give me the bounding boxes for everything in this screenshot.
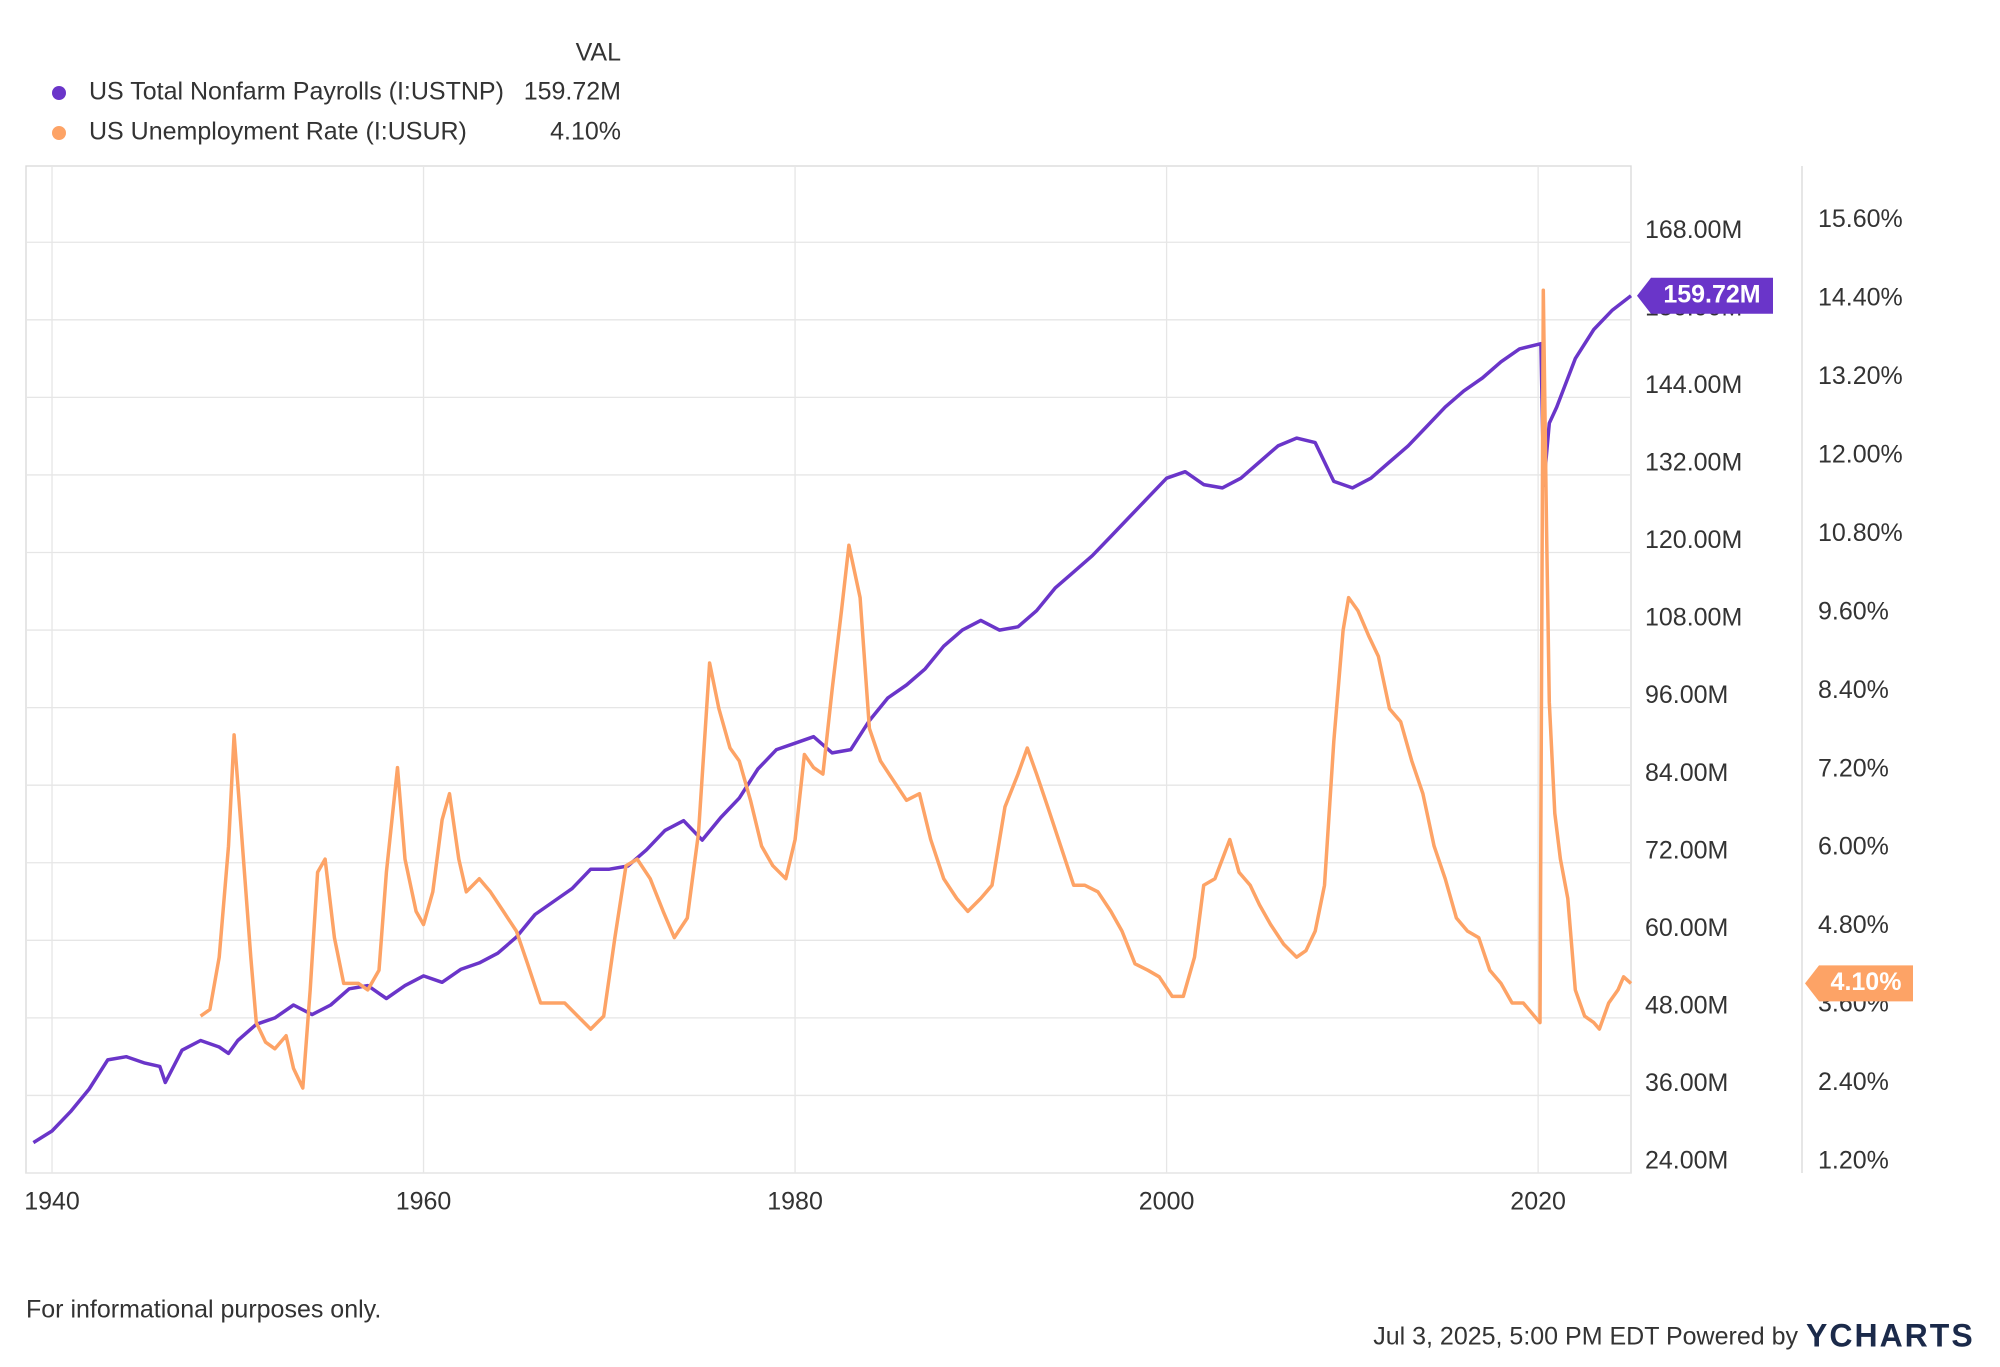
value-tag xyxy=(1805,965,1913,1002)
y-tick-label: 132.00M xyxy=(1645,449,1742,477)
y-tick-label: 72.00M xyxy=(1645,836,1728,864)
y-tick-label: 36.00M xyxy=(1645,1069,1728,1097)
y2-tick-label: 9.60% xyxy=(1818,597,1889,625)
y-tick-label: 120.00M xyxy=(1645,526,1742,554)
timestamp: Jul 3, 2025, 5:00 PM EDT Powered by xyxy=(1373,1323,1798,1351)
value-tag-label: 4.10% xyxy=(1831,968,1902,996)
y2-tick-label: 1.20% xyxy=(1818,1147,1889,1175)
x-tick-label: 1940 xyxy=(24,1188,80,1216)
value-tag xyxy=(1637,277,1773,314)
legend-marker xyxy=(52,86,66,100)
y-tick-label: 96.00M xyxy=(1645,681,1728,709)
y2-tick-label: 10.80% xyxy=(1818,519,1903,547)
y2-tick-label: 14.40% xyxy=(1818,283,1903,311)
legend-label: US Unemployment Rate (I:USUR) xyxy=(89,118,467,146)
y2-tick-label: 12.00% xyxy=(1818,440,1903,468)
legend-value: 159.72M xyxy=(524,78,621,106)
x-tick-label: 1980 xyxy=(767,1188,823,1216)
legend-header: VAL xyxy=(576,39,621,67)
y2-tick-label: 6.00% xyxy=(1818,833,1889,861)
y2-tick-label: 15.60% xyxy=(1818,205,1903,233)
y2-tick-label: 13.20% xyxy=(1818,362,1903,390)
y-tick-label: 24.00M xyxy=(1645,1147,1728,1175)
x-tick-label: 2020 xyxy=(1510,1188,1566,1216)
series-line xyxy=(32,294,1633,1145)
y-tick-label: 84.00M xyxy=(1645,759,1728,787)
y-tick-label: 48.00M xyxy=(1645,991,1728,1019)
y2-tick-label: 7.20% xyxy=(1818,754,1889,782)
x-tick-label: 2000 xyxy=(1139,1188,1195,1216)
y-tick-label: 168.00M xyxy=(1645,216,1742,244)
footer-note: For informational purposes only. xyxy=(26,1296,381,1324)
legend-label: US Total Nonfarm Payrolls (I:USTNP) xyxy=(89,78,504,106)
legend-marker xyxy=(52,126,66,140)
value-tag-label: 159.72M xyxy=(1663,280,1760,308)
legend-value: 4.10% xyxy=(550,118,621,146)
series-line xyxy=(199,288,1633,1090)
y2-tick-label: 8.40% xyxy=(1818,676,1889,704)
x-tick-label: 1960 xyxy=(396,1188,452,1216)
brand-logo: YCHARTS xyxy=(1806,1317,1975,1353)
y2-tick-label: 4.80% xyxy=(1818,911,1889,939)
y-tick-label: 60.00M xyxy=(1645,914,1728,942)
y-tick-label: 108.00M xyxy=(1645,604,1742,632)
y-tick-label: 144.00M xyxy=(1645,371,1742,399)
y2-tick-label: 2.40% xyxy=(1818,1068,1889,1096)
